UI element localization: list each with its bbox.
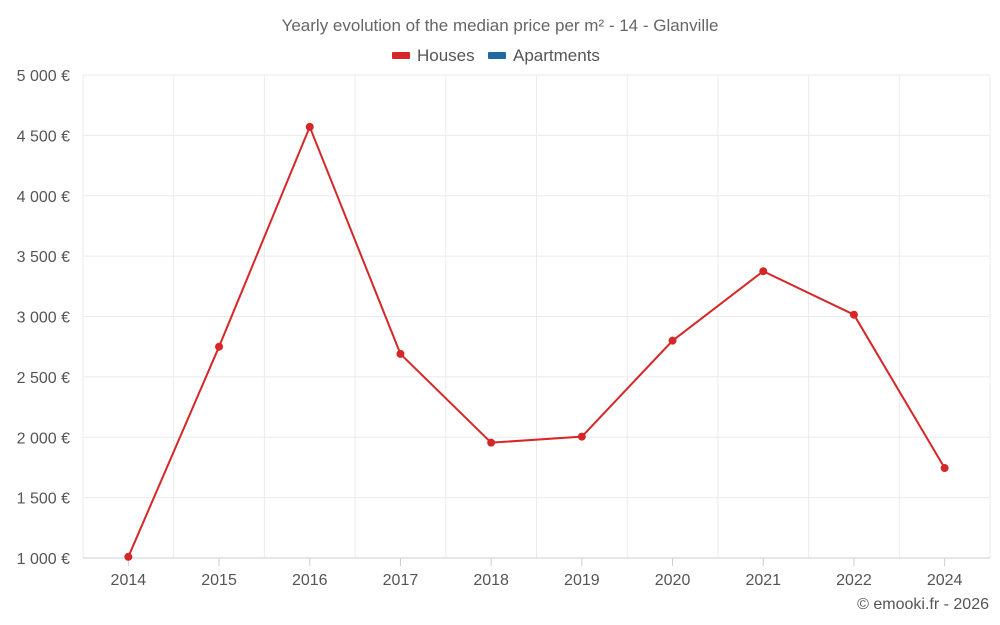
x-tick-label: 2015 <box>201 572 237 589</box>
x-tick-label: 2014 <box>111 572 147 589</box>
series-layer <box>124 122 949 561</box>
legend-label-apartments: Apartments <box>513 46 600 65</box>
data-point[interactable] <box>487 438 496 447</box>
x-tick-label: 2018 <box>473 572 509 589</box>
y-tick-label: 1 500 € <box>17 491 70 508</box>
y-tick-label: 3 000 € <box>17 310 70 327</box>
data-point[interactable] <box>849 310 858 319</box>
data-point[interactable] <box>396 349 405 358</box>
data-point[interactable] <box>305 122 314 131</box>
credit: © emooki.fr - 2026 <box>857 596 989 613</box>
x-tick-label: 2017 <box>383 572 419 589</box>
x-tick-label: 2016 <box>292 572 328 589</box>
legend-item-apartments[interactable]: Apartments <box>488 46 600 65</box>
grid <box>82 74 991 558</box>
y-tick-label: 1 000 € <box>17 551 70 568</box>
data-point[interactable] <box>124 552 133 561</box>
y-tick-label: 3 500 € <box>17 249 70 266</box>
series-line-houses <box>127 125 946 558</box>
chart-title: Yearly evolution of the median price per… <box>282 16 719 35</box>
x-axis: 2014 2015 2016 2017 2018 2019 2020 2021 2022 2024 <box>83 557 990 589</box>
data-point[interactable] <box>577 432 586 441</box>
x-tick-label: 2021 <box>745 572 781 589</box>
x-tick-label: 2020 <box>655 572 691 589</box>
legend-swatch-houses <box>392 52 410 59</box>
legend-swatch-apartments <box>488 52 506 59</box>
legend-item-houses[interactable]: Houses <box>392 46 475 65</box>
y-tick-label: 2 500 € <box>17 370 70 387</box>
data-point[interactable] <box>215 342 224 351</box>
x-tick-label: 2022 <box>836 572 872 589</box>
data-point[interactable] <box>668 336 677 345</box>
data-point[interactable] <box>759 267 768 276</box>
data-point[interactable] <box>940 464 949 473</box>
y-axis: 1 000 € 1 500 € 2 000 € 2 500 € 3 000 € 3 500… <box>17 68 70 568</box>
y-tick-label: 5 000 € <box>17 68 70 85</box>
y-tick-label: 2 000 € <box>17 430 70 447</box>
legend-label-houses: Houses <box>417 46 475 65</box>
x-tick-label: 2024 <box>927 572 963 589</box>
legend: Houses Apartments <box>392 46 600 65</box>
x-tick-label: 2019 <box>564 572 600 589</box>
y-tick-label: 4 000 € <box>17 189 70 206</box>
y-tick-label: 4 500 € <box>17 128 70 145</box>
